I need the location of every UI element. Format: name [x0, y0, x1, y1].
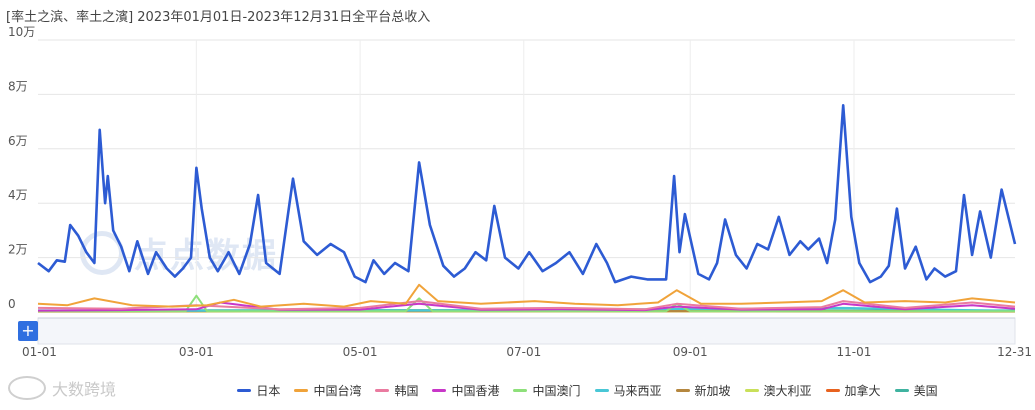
y-tick-label: 6万 [8, 134, 28, 148]
series-line [37, 104, 1017, 284]
x-tick-label: 09-01 [673, 345, 708, 359]
legend-item[interactable]: 韩国 [375, 382, 418, 399]
legend-item[interactable]: 澳大利亚 [744, 382, 812, 399]
legend-label: 中国台湾 [313, 384, 362, 398]
x-tick-label: 07-01 [506, 345, 541, 359]
chart-legend: 日本 中国台湾 韩国 中国香港 中国澳门 马来西亚 新加坡 澳大利亚 加拿大 美国 [0, 382, 1035, 399]
zoom-plus-button[interactable]: + [18, 321, 38, 341]
legend-swatch [594, 389, 609, 392]
series-line [37, 283, 1016, 308]
legend-label: 中国香港 [451, 384, 500, 398]
chart-title: [率土之滨、率土之濱] 2023年01月01日-2023年12月31日全平台总收… [6, 10, 431, 25]
legend-label: 澳大利亚 [763, 384, 812, 398]
legend-swatch [432, 389, 447, 392]
legend-label: 美国 [913, 384, 938, 398]
legend-swatch [513, 389, 528, 392]
legend-label: 日本 [256, 384, 281, 398]
x-tick-label: 05-01 [343, 345, 378, 359]
y-tick-label: 0 [8, 297, 16, 311]
legend-swatch [237, 389, 252, 392]
legend-swatch [294, 389, 309, 392]
legend-swatch [825, 389, 840, 392]
legend-item[interactable]: 马来西亚 [594, 382, 662, 399]
x-tick-label: 03-01 [179, 345, 214, 359]
legend-label: 马来西亚 [613, 384, 662, 398]
x-tick-label: 12-31 [997, 345, 1032, 359]
watermark-bottom: 大数跨境 [8, 376, 116, 400]
watermark-logo-icon [80, 230, 124, 275]
watermark-bottom-logo-icon [8, 376, 46, 400]
legend-label: 新加坡 [694, 384, 731, 398]
legend-swatch [744, 389, 759, 392]
legend-item[interactable]: 新加坡 [675, 382, 731, 399]
legend-swatch [675, 389, 690, 392]
y-tick-label: 10万 [8, 25, 35, 39]
watermark-bottom-text: 大数跨境 [52, 380, 117, 399]
zoom-slider-track [37, 317, 1016, 345]
legend-swatch [894, 389, 909, 392]
x-tick-label: 01-01 [22, 345, 57, 359]
y-tick-label: 4万 [8, 188, 28, 202]
series-line [37, 300, 1016, 311]
y-tick-label: 8万 [8, 79, 28, 93]
legend-swatch [375, 389, 390, 392]
x-tick-label: 11-01 [837, 345, 872, 359]
legend-item[interactable]: 中国香港 [432, 382, 499, 399]
legend-item[interactable]: 中国澳门 [513, 382, 581, 399]
legend-item[interactable]: 日本 [237, 382, 280, 399]
y-tick-label: 2万 [8, 243, 28, 257]
legend-item[interactable]: 美国 [894, 382, 938, 399]
legend-label: 韩国 [394, 384, 419, 398]
legend-label: 中国澳门 [532, 384, 581, 398]
legend-label: 加拿大 [844, 384, 881, 398]
legend-item[interactable]: 中国台湾 [294, 382, 361, 399]
legend-item[interactable]: 加拿大 [825, 382, 881, 399]
